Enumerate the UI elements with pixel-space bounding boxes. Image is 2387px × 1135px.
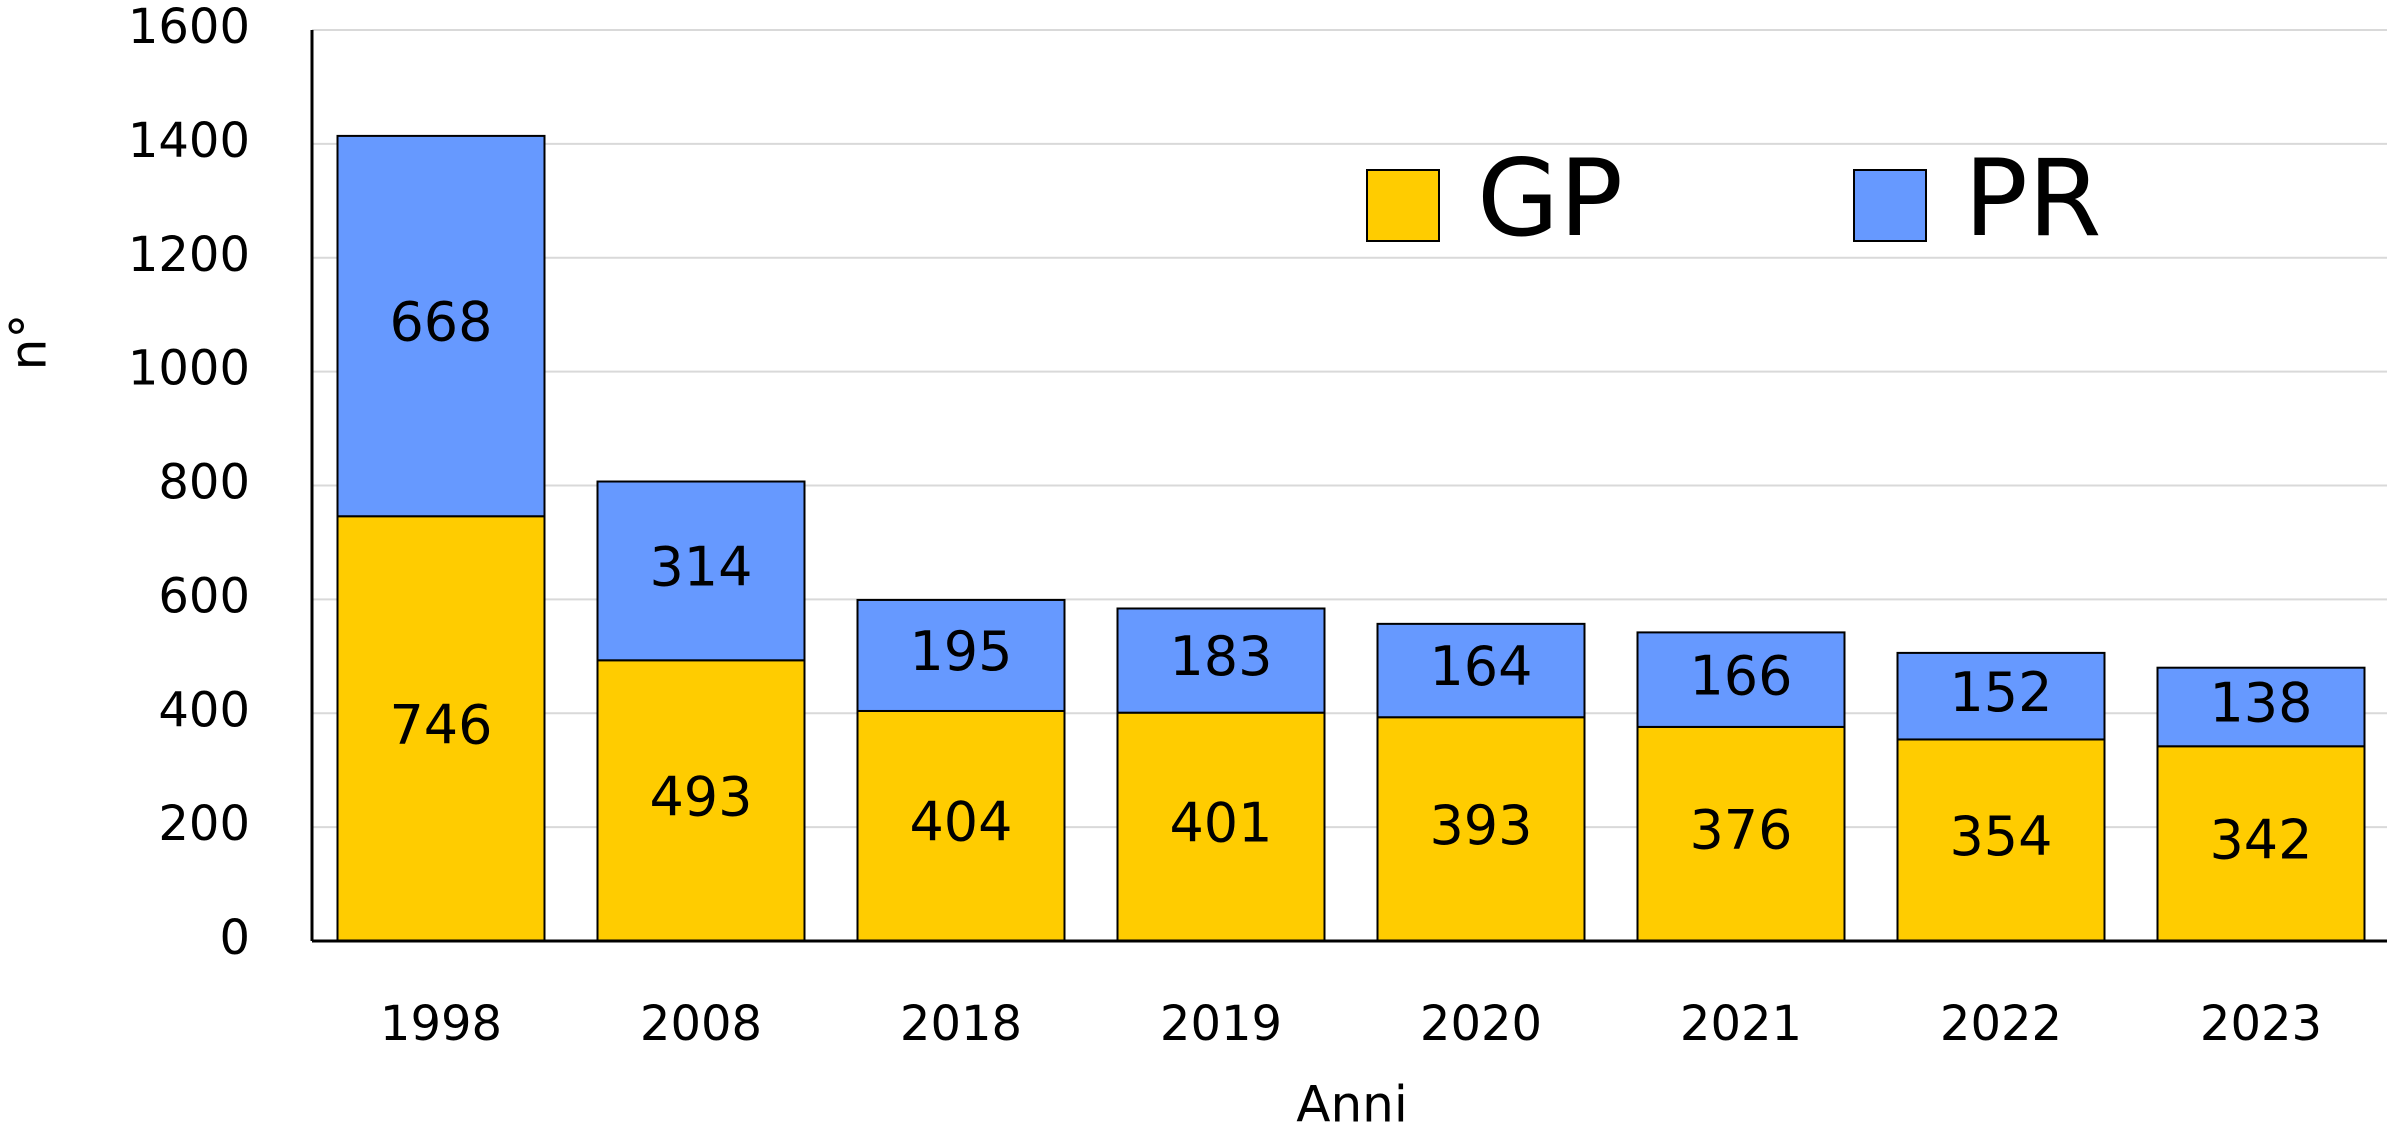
y-tick-label: 200 <box>158 796 250 852</box>
bar-segment <box>1376 716 1586 942</box>
x-tick-label: 2021 <box>1680 996 1802 1052</box>
x-tick-label: 1998 <box>380 996 502 1052</box>
bar-segment <box>1116 607 1326 714</box>
bar-segment <box>2156 666 2366 748</box>
x-tick-label: 2019 <box>1160 996 1282 1052</box>
legend-label: GP <box>1477 137 1623 260</box>
data-label: 746 <box>389 693 492 756</box>
y-tick-label: 600 <box>158 568 250 624</box>
x-tick-label: 2008 <box>640 996 762 1052</box>
data-label: 401 <box>1169 791 1272 854</box>
x-tick-label: 2023 <box>2200 996 2322 1052</box>
data-label: 493 <box>649 765 752 828</box>
data-label: 314 <box>649 536 752 599</box>
bar-segment <box>336 515 546 943</box>
bar-segment <box>1636 631 1846 728</box>
bar-segment <box>336 134 546 518</box>
data-label: 376 <box>1689 799 1792 862</box>
y-tick-label: 1400 <box>128 113 250 169</box>
data-label: 152 <box>1949 661 2052 724</box>
x-tick-label: 2018 <box>900 996 1022 1052</box>
data-label: 668 <box>389 291 492 354</box>
bar-segment <box>1896 738 2106 942</box>
legend-swatch <box>1366 169 1440 242</box>
y-axis-label: n° <box>0 314 58 371</box>
x-tick-label: 2022 <box>1940 996 2062 1052</box>
y-tick-label: 400 <box>158 682 250 738</box>
data-label: 195 <box>909 620 1012 683</box>
x-tick-label: 2020 <box>1420 996 1542 1052</box>
data-label: 342 <box>2209 808 2312 871</box>
legend-swatch <box>1853 169 1927 242</box>
data-label: 393 <box>1429 794 1532 857</box>
bar-segment <box>596 480 806 662</box>
bar-segment <box>1896 651 2106 741</box>
legend-label: PR <box>1964 137 2102 260</box>
data-label: 404 <box>909 791 1012 854</box>
bar-segment <box>1376 622 1586 719</box>
data-label: 138 <box>2209 672 2312 735</box>
y-tick-label: 1200 <box>128 227 250 283</box>
data-label: 183 <box>1169 625 1272 688</box>
data-label: 164 <box>1429 635 1532 698</box>
data-label: 166 <box>1689 644 1792 707</box>
y-tick-label: 1600 <box>128 0 250 55</box>
y-tick-label: 1000 <box>128 341 250 397</box>
data-label: 354 <box>1949 805 2052 868</box>
bar-segment <box>2156 745 2366 942</box>
y-tick-label: 800 <box>158 455 250 511</box>
bar-segment <box>856 598 1066 712</box>
y-tick-label: 0 <box>219 910 250 966</box>
x-axis-label: Anni <box>1296 1076 1407 1134</box>
